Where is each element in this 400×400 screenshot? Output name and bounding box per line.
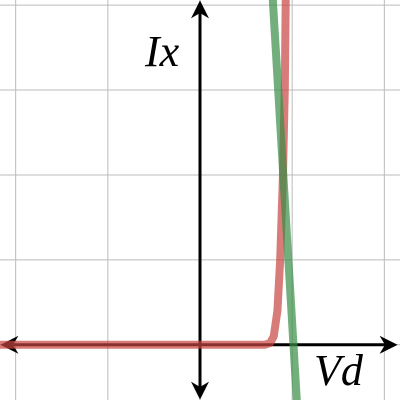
curve [0,0,290,349]
y-axis-label: Ix [144,27,180,76]
x-axis-label: Vd [314,346,364,395]
curve [268,0,301,400]
